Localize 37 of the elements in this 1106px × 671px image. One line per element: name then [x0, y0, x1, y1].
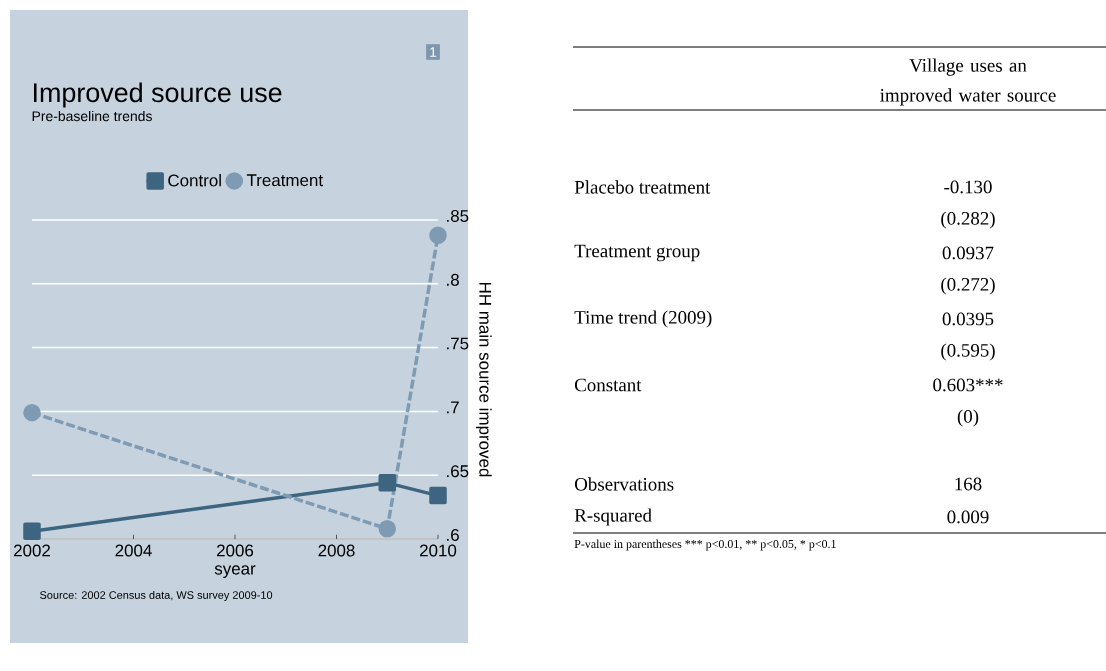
y-tick-label: .75: [447, 337, 469, 350]
category-label: R-squared: [574, 508, 652, 526]
source-note: Source: 2002 Census data, WS survey 2009-10: [40, 590, 273, 602]
category-label: Placebo treatment: [574, 180, 711, 194]
y-tick-label: .85: [447, 210, 469, 222]
x-tick-label: 2002: [14, 544, 50, 557]
text: 0.0937: [942, 246, 994, 260]
category-label: Observations: [574, 477, 674, 491]
x-axis-title: syear: [214, 565, 256, 578]
chart-subtitle: Pre-baseline trends: [32, 110, 152, 122]
text: (0): [957, 409, 979, 427]
text: -0.130: [944, 180, 992, 194]
text: (0.595): [941, 343, 995, 361]
y-tick-label: .8: [447, 273, 459, 286]
text: 0.603***: [933, 378, 1003, 392]
y-tick-label: .6: [447, 529, 459, 541]
category-label: Constant: [574, 378, 642, 392]
x-tick-label: 2004: [115, 544, 152, 557]
legend-label: Treatment: [246, 174, 323, 187]
y-tick-label: .65: [447, 465, 469, 478]
text: Village uses an improved water source: [880, 58, 1056, 106]
text: P-value in parentheses *** p<0.01, ** p<0.05, * p<0.1: [574, 539, 836, 551]
text: 1: [430, 47, 437, 57]
y-axis-title: HH main source improved: [475, 283, 492, 477]
category-label: Time trend (2009): [574, 310, 712, 328]
text: 168: [955, 477, 982, 491]
legend-label: Control: [168, 174, 221, 187]
y-tick-label: .7: [447, 401, 459, 414]
text: 0.0395: [942, 312, 994, 326]
text: 0.009: [947, 510, 989, 524]
x-tick-label: 2006: [217, 544, 254, 557]
text: (0.282): [941, 211, 995, 229]
x-tick-label: 2008: [318, 544, 355, 557]
x-tick-label: 2010: [420, 544, 457, 557]
text: (0.272): [941, 277, 995, 295]
category-label: Treatment group: [574, 244, 700, 262]
chart-title: Improved source use: [34, 82, 282, 108]
